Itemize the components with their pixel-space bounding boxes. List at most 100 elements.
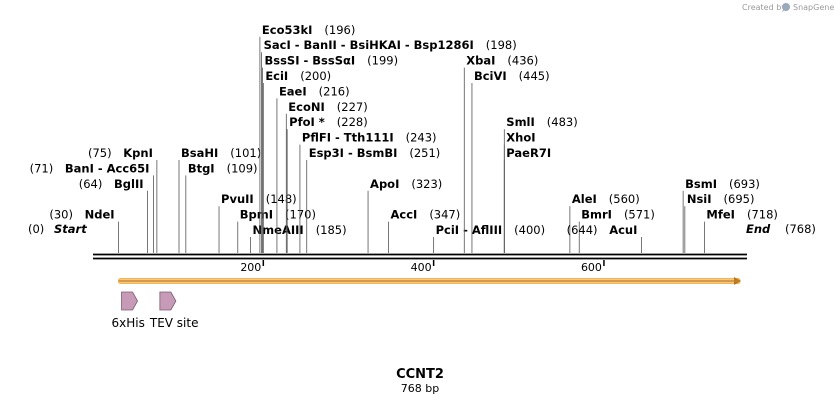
- enzyme-label: (64) BglII: [79, 177, 144, 191]
- map-length: 768 bp: [401, 382, 439, 395]
- enzyme-name: NsiI: [687, 192, 712, 206]
- enzyme-position: (695): [724, 192, 755, 206]
- restriction-site[interactable]: PflFI - Tth111I (243): [299, 131, 437, 253]
- enzyme-name: SmlI: [506, 115, 535, 129]
- enzyme-label: PaeR7I: [506, 146, 551, 160]
- restriction-site[interactable]: SacI - BanII - BsiHKAI - Bsp1286I (198): [261, 38, 517, 253]
- enzyme-position: (109): [227, 161, 258, 175]
- restriction-site[interactable]: (644) AcuI: [567, 223, 642, 253]
- enzyme-position: (148): [266, 192, 297, 206]
- enzyme-name: BmrI: [581, 208, 612, 222]
- ruler-tick-label: 200: [240, 261, 261, 274]
- restriction-site[interactable]: EciI (200): [262, 69, 331, 253]
- enzyme-name: BanI - Acc65I: [65, 161, 150, 175]
- restriction-site[interactable]: Esp3I - BsmBI (251): [306, 146, 441, 253]
- restriction-sites: (30) NdeI (64) BglII (71) BanI - Acc65I(75…: [30, 23, 778, 253]
- feature[interactable]: 6xHis: [112, 291, 145, 330]
- enzyme-position: (64): [79, 177, 106, 191]
- restriction-site[interactable]: BciVI (445): [471, 69, 550, 253]
- restriction-site[interactable]: AccI (347): [388, 208, 460, 253]
- restriction-site[interactable]: BssSI - BssSαI (199): [262, 54, 398, 253]
- enzyme-name: EciI: [265, 69, 288, 83]
- restriction-site[interactable]: PaeR7I: [503, 146, 551, 253]
- enzyme-position: (718): [747, 208, 778, 222]
- enzyme-label: EaeI (216): [279, 84, 350, 98]
- feature-arrow-icon: [159, 291, 177, 311]
- enzyme-label: BmrI (571): [581, 208, 655, 222]
- enzyme-name: Esp3I - BsmBI: [309, 146, 398, 160]
- enzyme-position: (436): [507, 54, 538, 68]
- enzyme-name: BpmI: [240, 208, 273, 222]
- restriction-site[interactable]: ApoI (323): [367, 177, 442, 253]
- enzyme-position: (323): [411, 177, 442, 191]
- enzyme-name: KpnI: [123, 146, 153, 160]
- restriction-site[interactable]: BtgI (109): [185, 161, 258, 253]
- enzyme-position: (243): [406, 131, 437, 145]
- created-by-text: Created by: [742, 3, 786, 12]
- enzyme-position: (200): [300, 69, 331, 83]
- enzyme-label: EcoNI (227): [288, 100, 367, 114]
- map-title: CCNT2: [396, 367, 444, 382]
- ruler: 200 400 600: [240, 260, 605, 274]
- restriction-site[interactable]: AleI (560): [569, 192, 640, 253]
- enzyme-label: PciI - AflIII (400): [436, 223, 545, 237]
- feature[interactable]: TEV site: [149, 291, 199, 330]
- restriction-site[interactable]: NmeAIII (185): [250, 223, 347, 253]
- restriction-site[interactable]: (75) KpnI: [88, 146, 158, 253]
- enzyme-position: (198): [486, 38, 517, 52]
- ruler-tick-label: 400: [411, 261, 432, 274]
- restriction-site[interactable]: EaeI (216): [276, 84, 350, 253]
- orf-arrow[interactable]: [118, 277, 741, 285]
- features: 6xHis TEV site: [112, 291, 199, 330]
- feature-label: TEV site: [149, 316, 199, 330]
- snapgene-brand-text: SnapGene: [793, 3, 834, 12]
- restriction-site[interactable]: (30) NdeI: [49, 208, 119, 253]
- enzyme-position: (30): [49, 208, 76, 222]
- enzyme-position: (216): [319, 84, 350, 98]
- enzyme-label: BpmI (170): [240, 208, 316, 222]
- enzyme-position: (75): [88, 146, 115, 160]
- enzyme-position: (347): [429, 208, 460, 222]
- restriction-site[interactable]: Eco53kI (196): [259, 23, 355, 253]
- enzyme-name: AleI: [572, 192, 597, 206]
- enzyme-label: XhoI: [506, 131, 535, 145]
- restriction-site[interactable]: BsmI (693): [682, 177, 760, 253]
- end-label: End: [746, 222, 771, 236]
- feature-label: 6xHis: [112, 316, 145, 330]
- enzyme-name: NmeAIII: [253, 223, 304, 237]
- restriction-site[interactable]: PfoI * (228): [286, 115, 368, 253]
- restriction-site[interactable]: PvuII (148): [218, 192, 297, 253]
- enzyme-label: PfoI * (228): [289, 115, 368, 129]
- enzyme-name: MfeI: [706, 208, 735, 222]
- enzyme-label: Esp3I - BsmBI (251): [309, 146, 441, 160]
- enzyme-name: BglII: [114, 177, 144, 191]
- enzyme-position: (571): [624, 208, 655, 222]
- enzyme-name: BtgI: [188, 161, 215, 175]
- enzyme-label: PvuII (148): [221, 192, 297, 206]
- sequence-backbone: 200 400 600: [93, 253, 747, 274]
- enzyme-label: BciVI (445): [474, 69, 550, 83]
- restriction-site[interactable]: (71) BanI - Acc65I: [30, 161, 154, 253]
- restriction-site[interactable]: BsaHI (101): [178, 146, 261, 253]
- restriction-site[interactable]: XbaI (436): [463, 54, 538, 253]
- enzyme-position: (483): [547, 115, 578, 129]
- enzyme-position: (71): [30, 161, 57, 175]
- enzyme-position: (445): [519, 69, 550, 83]
- restriction-site[interactable]: EcoNI (227): [285, 100, 368, 253]
- enzyme-label: MfeI (718): [706, 208, 777, 222]
- restriction-site[interactable]: BmrI (571): [578, 208, 655, 253]
- enzyme-position: (644): [567, 223, 602, 237]
- enzyme-position: (170): [285, 208, 316, 222]
- restriction-site[interactable]: PciI - AflIII (400): [433, 223, 545, 253]
- enzyme-position: (199): [367, 54, 398, 68]
- restriction-site[interactable]: (64) BglII: [79, 177, 148, 253]
- enzyme-name: PfoI *: [289, 115, 325, 129]
- enzyme-position: (228): [337, 115, 368, 129]
- restriction-site[interactable]: MfeI (718): [704, 208, 778, 253]
- enzyme-name: PvuII: [221, 192, 254, 206]
- enzyme-label: BtgI (109): [188, 161, 258, 175]
- enzyme-label: XbaI (436): [466, 54, 538, 68]
- restriction-site[interactable]: NsiI (695): [684, 192, 755, 253]
- enzyme-name: NdeI: [85, 208, 115, 222]
- restriction-site[interactable]: BpmI (170): [237, 208, 316, 253]
